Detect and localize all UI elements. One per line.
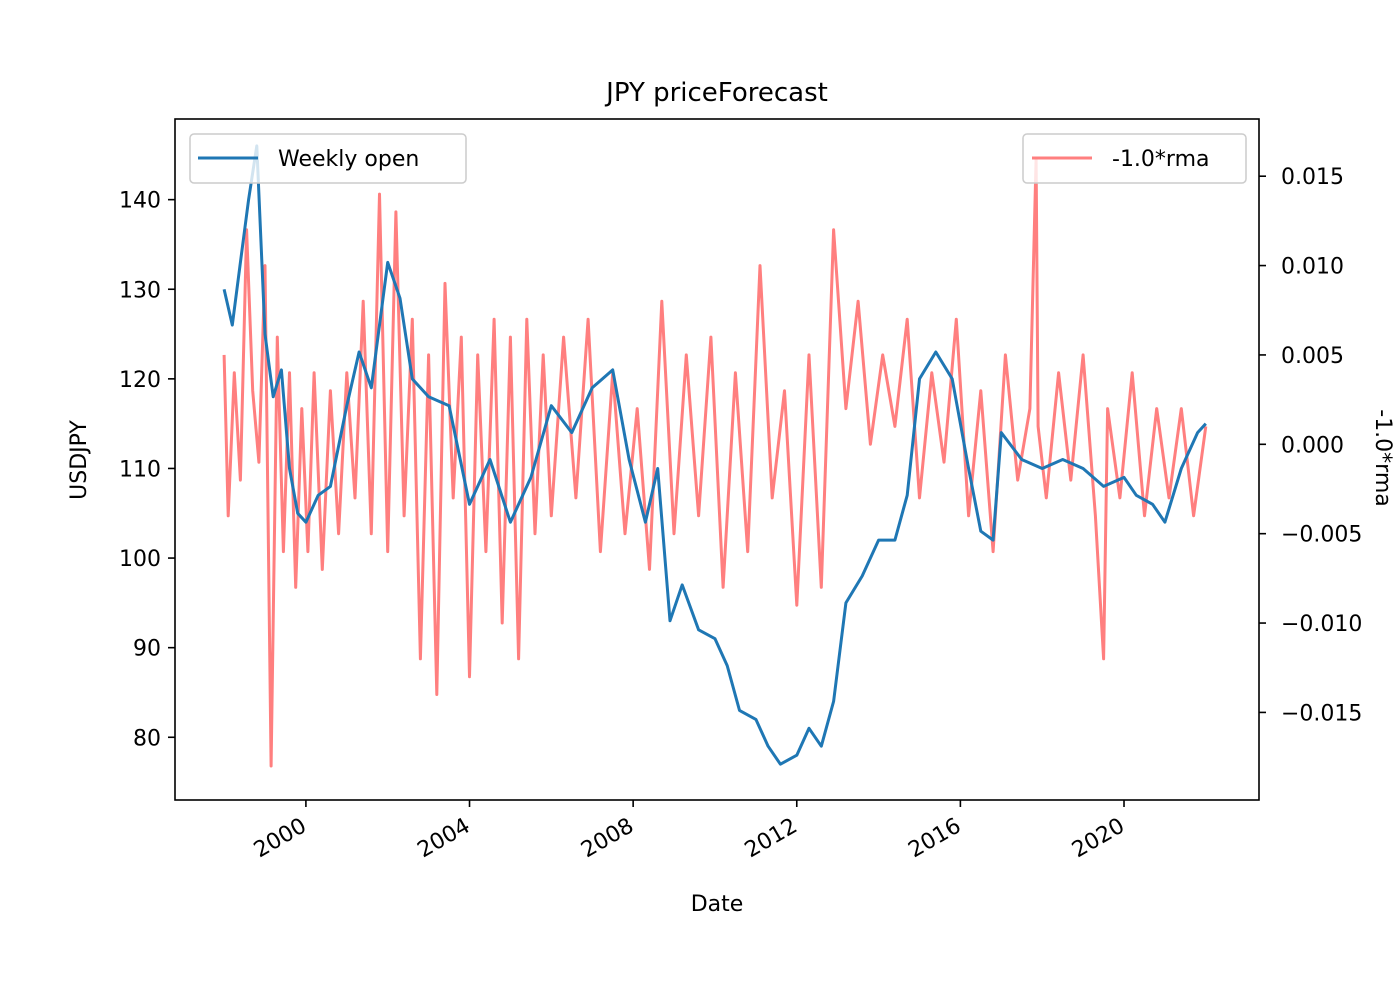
y-tick-label: 130 (119, 278, 161, 303)
y2-tick-label: 0.005 (1281, 344, 1344, 369)
chart-title: JPY priceForecast (604, 78, 828, 108)
series-line-rma (222, 156, 1208, 768)
y-tick-label: 80 (133, 726, 161, 751)
legend-left: Weekly open (189, 133, 467, 184)
y2-tick-label: −0.005 (1281, 523, 1362, 548)
series-group-weekly-open (222, 144, 1207, 766)
y2-tick-label: 0.000 (1281, 433, 1344, 458)
y-axis-left: 80 90 100 110 120 130 140 (119, 189, 175, 751)
series-group-rma (222, 156, 1208, 768)
series-line-weekly-open (222, 144, 1207, 766)
y-tick-label: 140 (119, 189, 161, 214)
plot-frame (174, 118, 1260, 801)
legend-left-label: Weekly open (278, 147, 419, 172)
y2-tick-label: 0.010 (1281, 255, 1344, 280)
legend-right-label: -1.0*rma (1112, 147, 1210, 172)
legend-right: -1.0*rma (1022, 133, 1247, 184)
y-tick-label: 90 (133, 637, 161, 662)
y-tick-label: 110 (119, 457, 161, 482)
y-tick-label: 120 (119, 368, 161, 393)
y-tick-label: 100 (119, 547, 161, 572)
y2-tick-label: −0.010 (1281, 612, 1362, 637)
y2-axis-title: -1.0*rma (1370, 409, 1395, 507)
y2-tick-label: −0.015 (1281, 701, 1362, 726)
x-axis-title: Date (691, 892, 744, 917)
y-axis-title: USDJPY (67, 420, 92, 500)
legend-right-box (1022, 133, 1247, 184)
y-axis-right: −0.015 −0.010 −0.005 0.000 0.005 0.010 0.015 (1259, 165, 1362, 726)
legend-left-box (189, 133, 467, 184)
y2-tick-label: 0.015 (1281, 165, 1344, 190)
